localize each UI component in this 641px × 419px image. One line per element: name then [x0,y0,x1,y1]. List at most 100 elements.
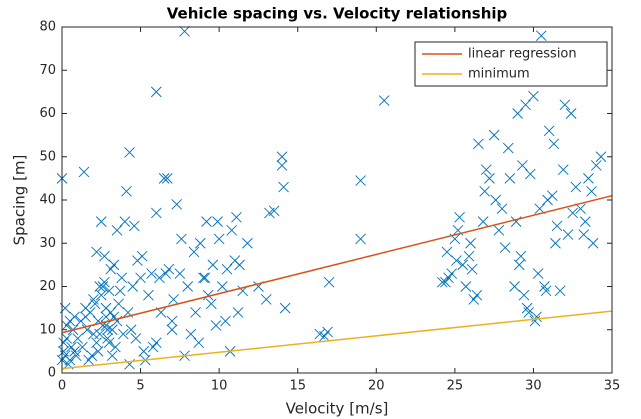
scatter-point [551,220,563,232]
scatter-point [451,255,462,266]
x-tick-label: 5 [136,379,144,394]
y-tick-label: 70 [39,63,56,78]
scatter-point [99,250,110,262]
scatter-point [276,151,288,163]
scatter-point [521,302,533,314]
scatter-point [268,205,280,217]
scatter-point [179,26,190,37]
y-axis-label: Spacing [m] [11,155,29,246]
scatter-point [150,207,162,219]
scatter-point [488,129,500,141]
scatter-point [323,276,335,288]
scatter-point [171,199,183,210]
scatter-point [446,268,458,279]
scatter-point [116,272,128,284]
scatter-point [496,203,508,214]
scatter-point [61,333,73,344]
scatter-point [534,203,546,214]
scatter-point [146,268,157,279]
scatter-point [539,281,550,292]
x-tick-label: 35 [604,379,621,394]
scatter-point [154,272,165,284]
scatter-point [490,194,502,206]
scatter-point [543,125,555,137]
scatter-point [117,328,129,340]
scatter-point [100,302,112,314]
scatter-point [91,246,102,258]
scatter-point [443,272,454,284]
scatter-point [436,276,448,288]
scatter-point [119,216,131,227]
scatter-point [138,346,150,357]
scatter-point [221,263,233,275]
scatter-point [102,324,113,336]
x-tick-label: 15 [289,379,306,394]
scatter-point [523,307,535,318]
scatter-point [176,233,187,245]
x-axis-label: Velocity [m/s] [286,400,389,418]
scatter-point [517,160,528,171]
scatter-point [493,224,505,236]
scatter-point [355,175,366,186]
scatter-point [163,263,175,275]
scatter-point [61,320,73,331]
scatter-point [276,160,288,171]
scatter-point [58,337,69,349]
scatter-point [234,259,245,271]
scatter-point [226,224,238,236]
scatter-point [103,337,115,349]
y-tick-label: 0 [48,366,56,381]
scatter-point [97,281,109,292]
scatter-point [121,186,132,197]
scatter-point [457,259,469,271]
legend-box [414,41,608,87]
scatter-point [479,186,491,197]
scatter-point [499,242,511,253]
scatter-point [378,95,390,106]
scatter-point [168,294,179,305]
scatter-point [185,328,197,340]
scatter-point [80,311,91,323]
scatter-point [143,289,154,301]
scatter-point [64,354,76,366]
scatter-point [166,315,178,327]
scatter-point [535,30,547,41]
scatter-point [559,99,571,111]
scatter-point [260,294,272,305]
scatter-point [231,211,242,223]
scatter-point [512,108,524,119]
scatter-point [502,142,514,154]
scatter-point [58,346,69,357]
scatter-point [504,173,516,184]
scatter-point [205,298,217,310]
y-tick-label: 20 [39,279,56,294]
scatter-point [210,320,222,331]
scatter-point [128,220,140,232]
scatter-point [471,289,483,301]
scatter-point [595,151,607,163]
scatter-point [158,173,170,184]
scatter-point [460,281,472,292]
y-tick-label: 10 [39,322,56,337]
scatter-point [242,237,253,249]
y-tick-label: 60 [39,106,56,121]
scatter-point [319,330,330,342]
scatter-point [509,281,520,292]
scatter-point [567,207,579,219]
scatter-point [212,216,223,227]
legend-label: linear regression [468,47,577,62]
scatter-point [77,341,88,353]
scatter-point [135,272,146,284]
scatter-point [111,224,123,236]
scatter-point [355,233,366,245]
scatter-point [550,237,561,249]
scatter-point [520,99,531,111]
scatter-point [92,346,104,357]
scatter-point [322,326,333,338]
scatter-point [202,289,214,301]
scatter-point [201,216,212,227]
axes-box [61,26,613,374]
chart-title: Vehicle spacing vs. Velocity relationshi… [167,5,508,23]
scatter-point [89,298,101,310]
